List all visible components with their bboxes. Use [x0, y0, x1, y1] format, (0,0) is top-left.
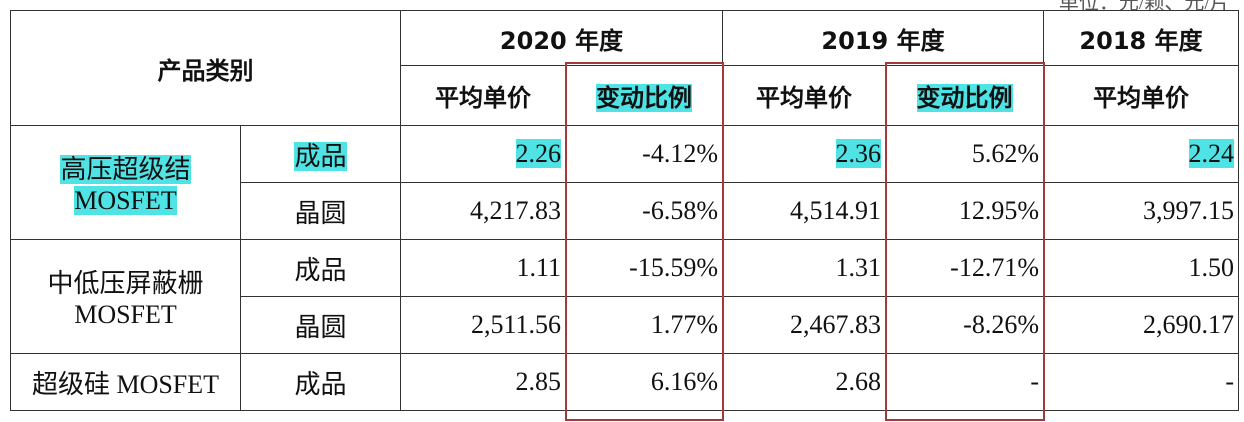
value-cell: 2,467.83: [722, 296, 886, 354]
text: -4.12%: [642, 139, 718, 168]
price-table: 产品类别 2020 年度 2019 年度 2018 年度 平均单价 变动比例 平均单价 变动比…: [10, 10, 1239, 411]
text: 1.11: [516, 253, 561, 282]
text: 1.50: [1188, 253, 1235, 282]
type-cell: 成品: [240, 239, 401, 297]
value-cell: 2,511.56: [400, 296, 566, 354]
text: 平均单价: [435, 84, 531, 112]
text: 2019 年度: [821, 26, 945, 55]
value-cell: 1.50: [1043, 239, 1239, 297]
text: 2.36: [835, 139, 881, 168]
value-cell: 3,997.15: [1043, 182, 1239, 240]
text: 高压超级结: [60, 155, 191, 184]
text: -: [1030, 367, 1039, 396]
text: 3,997.15: [1143, 196, 1234, 225]
text: 6.16%: [650, 367, 718, 396]
text: 1.77%: [650, 310, 718, 339]
header-row: 产品类别 2020 年度 2019 年度 2018 年度: [10, 10, 1239, 126]
group-cell: 超级硅 MOSFET: [10, 353, 241, 411]
value-cell: 2,690.17: [1043, 296, 1239, 354]
value-cell: 1.31: [722, 239, 886, 297]
text: 2020 年度: [499, 26, 624, 55]
text: 平均单价: [1093, 84, 1189, 112]
text: 2.26: [515, 139, 561, 168]
text: 5.62%: [971, 139, 1039, 168]
text: 1.31: [835, 253, 882, 282]
value-cell: 2.26: [400, 125, 566, 183]
text: 成品: [294, 369, 347, 399]
highlight-box: [565, 62, 724, 421]
header-cell: 平均单价: [400, 65, 566, 126]
header-cell: 变动比例: [885, 65, 1044, 126]
value-cell: 4,217.83: [400, 182, 566, 240]
value-cell: -8.26%: [885, 296, 1044, 354]
value-cell: 12.95%: [885, 182, 1044, 240]
header-cell: 2018 年度: [1043, 10, 1239, 66]
text: 2.68: [835, 367, 882, 396]
text: -: [1225, 367, 1234, 396]
highlight-box: [885, 62, 1045, 421]
text: 4,514.91: [790, 196, 881, 225]
body-row: 中低压屏蔽栅 MOSFET 成品 1.11 -15.59% 1.31 -12.71% 1.50: [10, 239, 1239, 354]
text: 4,217.83: [470, 196, 561, 225]
value-cell: 4,514.91: [722, 182, 886, 240]
text: 超级硅 MOSFET: [31, 369, 220, 399]
text: 2.24: [1188, 139, 1234, 168]
value-cell: -: [1043, 353, 1239, 411]
group-cell: 中低压屏蔽栅 MOSFET: [10, 239, 241, 354]
text: 12.95%: [958, 196, 1039, 225]
header-cell: 2020 年度: [400, 10, 723, 66]
header-cell: 平均单价: [722, 65, 886, 126]
text: -8.26%: [963, 310, 1039, 339]
type-cell: 成品: [240, 353, 401, 411]
value-cell: -4.12%: [565, 125, 723, 183]
value-cell: -15.59%: [565, 239, 723, 297]
body-row: 超级硅 MOSFET 成品 2.85 6.16% 2.68 - -: [10, 353, 1239, 411]
text: 产品类别: [157, 56, 254, 85]
text: MOSFET: [74, 186, 177, 215]
value-cell: 2.68: [722, 353, 886, 411]
group-cell: 高压超级结 MOSFET: [10, 125, 241, 240]
text: -12.71%: [950, 253, 1039, 282]
type-cell: 晶圆: [240, 296, 401, 354]
body-row: 晶圆 2,511.56 1.77% 2,467.83 -8.26% 2,690.17: [11, 296, 1239, 354]
value-cell: -12.71%: [885, 239, 1044, 297]
text: 成品: [294, 141, 347, 171]
header-row: 平均单价 变动比例 平均单价 变动比例 平均单价: [11, 65, 1239, 126]
text: 2018 年度: [1079, 26, 1203, 55]
header-cell: 产品类别: [10, 10, 401, 126]
value-cell: 2.85: [400, 353, 566, 411]
text: 平均单价: [756, 84, 852, 112]
value-cell: 2.24: [1043, 125, 1239, 183]
text: 中低压屏蔽栅: [47, 269, 204, 298]
text: 变动比例: [916, 84, 1013, 112]
type-cell: 成品: [240, 125, 401, 183]
value-cell: 1.11: [400, 239, 566, 297]
text: 2,467.83: [790, 310, 881, 339]
text: 晶圆: [294, 312, 347, 342]
text: 2,511.56: [470, 310, 561, 339]
text: MOSFET: [74, 300, 177, 329]
text: 2,690.17: [1143, 310, 1234, 339]
value-cell: 2.36: [722, 125, 886, 183]
text: -6.58%: [642, 196, 718, 225]
text: 2.85: [515, 367, 562, 396]
text: 变动比例: [596, 84, 692, 112]
header-cell: 2019 年度: [722, 10, 1044, 66]
text: 成品: [294, 255, 347, 285]
header-cell: 平均单价: [1043, 65, 1239, 126]
value-cell: -: [885, 353, 1044, 411]
text: -15.59%: [629, 253, 718, 282]
type-cell: 晶圆: [240, 182, 401, 240]
text: 晶圆: [294, 198, 347, 228]
body-row: 晶圆 4,217.83 -6.58% 4,514.91 12.95% 3,997.15: [11, 182, 1239, 240]
